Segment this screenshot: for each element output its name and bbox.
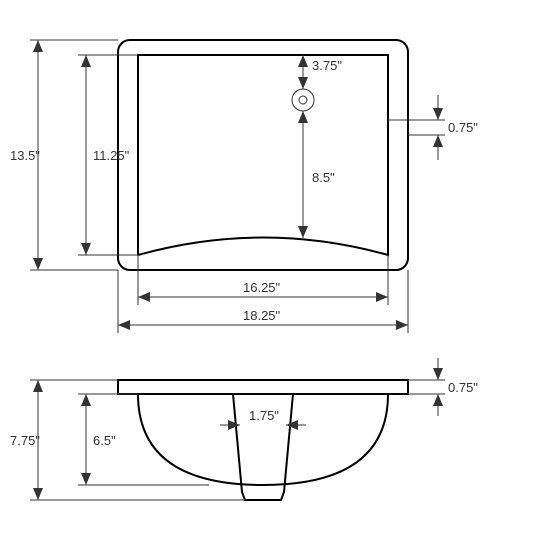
dim-stem-width-label: 1.75" xyxy=(249,408,279,423)
dim-drain-bottom: 8.5" xyxy=(298,111,335,238)
dim-outer-width-label: 18.25" xyxy=(243,308,281,323)
dim-inner-height: 11.25" xyxy=(78,55,138,255)
dim-rim-right: 0.75" xyxy=(388,95,478,160)
dim-outer-height-label: 13.5" xyxy=(10,148,40,163)
dim-total-height: 7.75" xyxy=(10,380,245,500)
dim-rim-height-label: 0.75" xyxy=(448,380,478,395)
dim-drain-top: 3.75" xyxy=(298,55,342,89)
dim-rim-height: 0.75" xyxy=(408,358,478,416)
drain-inner xyxy=(299,96,307,104)
dim-stem-width: 1.75" xyxy=(220,408,306,430)
dim-bowl-height: 6.5" xyxy=(78,394,209,485)
dim-rim-right-label: 0.75" xyxy=(448,120,478,135)
front-rim xyxy=(118,380,408,394)
dim-inner-height-label: 11.25" xyxy=(93,148,130,163)
top-outer-rect xyxy=(118,40,408,270)
technical-drawing: 13.5" 11.25" 0.75" 3.75" 8.5" xyxy=(0,0,550,550)
dim-inner-width: 16.25" xyxy=(138,255,388,305)
dim-bowl-height-label: 6.5" xyxy=(93,433,116,448)
dim-drain-bottom-label: 8.5" xyxy=(312,170,335,185)
dim-total-height-label: 7.75" xyxy=(10,433,40,448)
dim-inner-width-label: 16.25" xyxy=(243,280,281,295)
top-inner-basin xyxy=(138,55,388,255)
dim-drain-top-label: 3.75" xyxy=(312,58,342,73)
drain-outer xyxy=(292,89,314,111)
